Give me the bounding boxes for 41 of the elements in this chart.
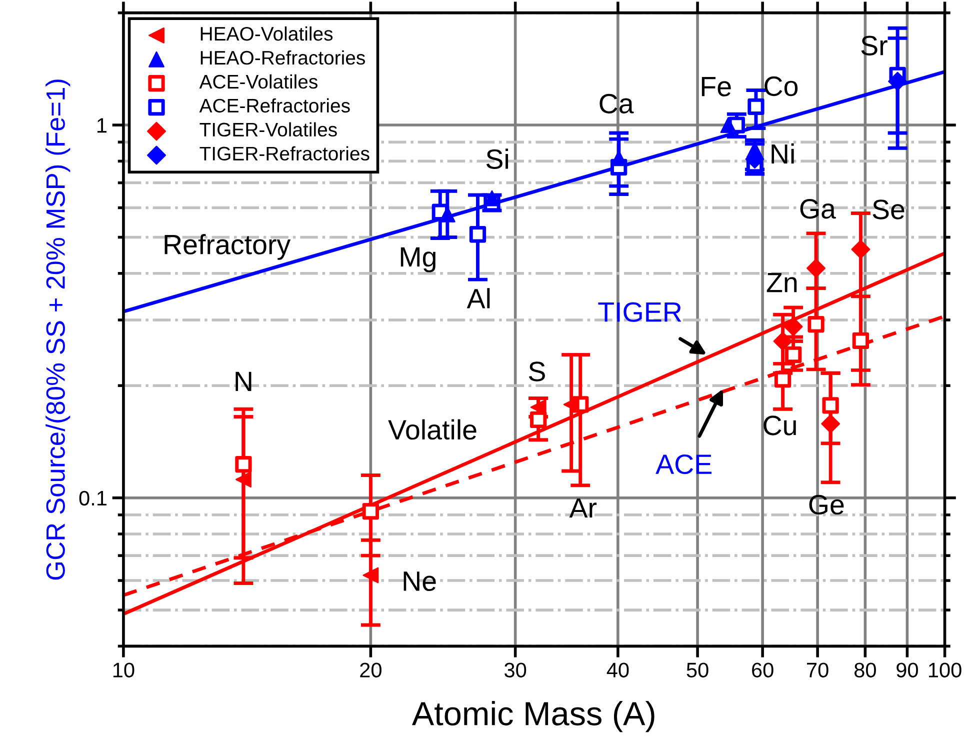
annotation: Cu (764, 416, 796, 436)
x-axis-title: Atomic Mass (A) (412, 701, 654, 732)
annotation: Sr (861, 36, 888, 56)
annotation: Ar (569, 498, 597, 518)
legend-label: HEAO-Volatiles (200, 26, 333, 41)
x-tick-label: 40 (606, 662, 629, 678)
annotation: Al (466, 288, 490, 308)
annotation: Si (486, 148, 508, 170)
annotation: Ge (809, 494, 844, 515)
legend-label: ACE-Refractories (199, 98, 350, 113)
annotation: Mg (400, 247, 436, 272)
x-tick-label: 60 (752, 662, 774, 678)
x-tick-label: 90 (896, 662, 918, 678)
legend-label: HEAO-Refractories (200, 50, 365, 65)
annotation: ACE (656, 454, 712, 474)
x-tick-label: 20 (360, 662, 382, 678)
annotation: Ga (800, 199, 836, 219)
annotation: Fe (702, 77, 731, 96)
x-tick-label: 80 (854, 662, 876, 678)
legend-label: ACE-Volatiles (199, 74, 318, 89)
legend-label: TIGER-Refractories (200, 146, 370, 161)
x-tick-label: 30 (504, 662, 526, 678)
annotation: Refractory (164, 234, 291, 260)
y-axis-title: GCR Source/(80% SS + 20% MSP) (Fe=1) (46, 80, 70, 580)
annotation: S (528, 362, 545, 382)
annotation: Volatile (388, 419, 476, 440)
annotation: Ne (404, 572, 436, 592)
annotation: N (236, 372, 252, 391)
annotation: Co (764, 76, 798, 96)
x-tick-label: 50 (686, 662, 708, 678)
x-tick-label: 100 (928, 662, 962, 678)
legend-label: TIGER-Volatiles (200, 122, 337, 137)
annotation: TIGER (598, 302, 682, 322)
x-tick-label: 70 (807, 662, 828, 678)
annotation: Zn (766, 272, 797, 292)
y-tick-label: 0.1 (79, 490, 106, 506)
annotation: Ca (600, 94, 634, 114)
y-tick-label: 1 (97, 118, 106, 133)
annotation: Ni (772, 143, 794, 164)
x-tick-label: 10 (113, 662, 134, 678)
annotation: Se (872, 200, 904, 220)
